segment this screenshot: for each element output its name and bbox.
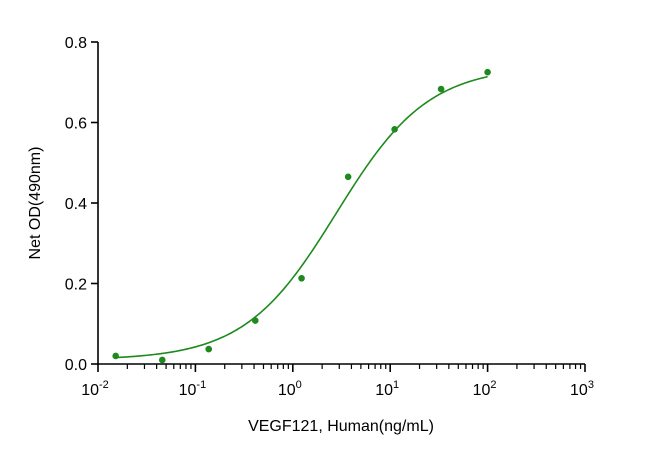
data-point — [205, 345, 213, 353]
y-tick-label: 0.2 — [65, 277, 87, 294]
y-tick-label: 0.0 — [65, 357, 87, 374]
x-tick-exponent: 1 — [393, 379, 399, 391]
y-tick-label: 0.8 — [65, 35, 87, 52]
x-tick-base: 10 — [278, 382, 296, 399]
y-ticks: 0.0 0.2 0.4 0.6 0.8 — [65, 35, 98, 374]
series-layer — [112, 68, 491, 364]
x-tick-label: 100 — [278, 379, 302, 399]
x-tick-base: 10 — [81, 382, 99, 399]
y-axis-title: Net OD(490nm) — [27, 147, 44, 260]
x-tick-base: 10 — [179, 382, 197, 399]
data-point — [437, 85, 445, 93]
x-tick-base: 10 — [375, 382, 393, 399]
x-tick-exponent: 2 — [490, 379, 496, 391]
data-point — [158, 356, 166, 364]
x-tick-label: 10-1 — [179, 379, 207, 399]
data-point — [298, 274, 305, 282]
x-tick-label: 103 — [570, 379, 594, 399]
x-ticks: 10-2 10-1 100 101 102 103 — [81, 364, 594, 399]
x-tick-base: 10 — [473, 382, 491, 399]
x-tick-exponent: 3 — [588, 379, 594, 391]
fit-curve — [115, 75, 488, 359]
data-point — [484, 68, 491, 76]
x-tick-label: 101 — [375, 379, 399, 399]
data-point — [391, 126, 398, 133]
data-point — [112, 352, 120, 360]
x-tick-base: 10 — [570, 382, 588, 399]
y-tick-label: 0.4 — [65, 196, 87, 213]
x-tick-label: 10-2 — [81, 379, 109, 399]
y-tick-label: 0.6 — [65, 116, 87, 133]
x-tick-exponent: -2 — [99, 379, 109, 391]
x-tick-exponent: 0 — [296, 379, 302, 391]
data-point — [344, 173, 352, 181]
x-tick-exponent: -1 — [196, 379, 206, 391]
x-axis-title: VEGF121, Human(ng/mL) — [248, 418, 434, 435]
x-tick-label: 102 — [473, 379, 497, 399]
axes — [97, 42, 585, 365]
data-point — [251, 317, 259, 324]
